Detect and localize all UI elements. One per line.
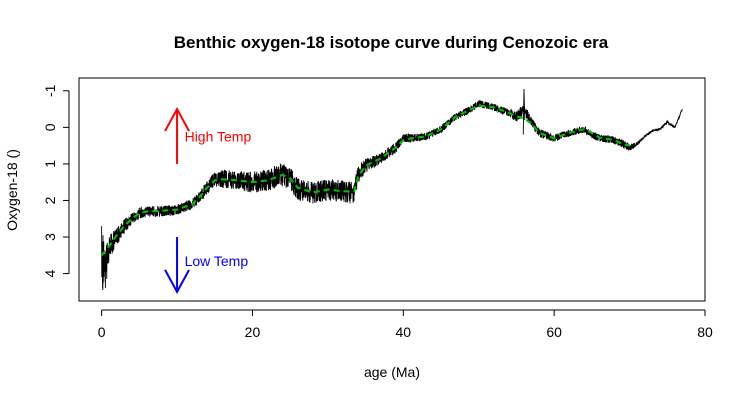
x-tick-label: 0: [98, 324, 106, 340]
y-axis-label: Oxygen-18 (): [4, 149, 20, 231]
y-tick-label: 0: [42, 123, 58, 131]
x-axis-label: age (Ma): [364, 364, 420, 380]
chart-title: Benthic oxygen-18 isotope curve during C…: [174, 33, 609, 52]
low-temp-label: Low Temp: [185, 253, 249, 269]
y-tick-label: -1: [42, 84, 58, 97]
y-tick-label: 4: [42, 269, 58, 277]
series-layer: [100, 88, 683, 291]
high-temp-label: High Temp: [185, 128, 252, 144]
smoothed-series: [100, 104, 630, 256]
y-tick-label: 2: [42, 196, 58, 204]
y-tick-label: 1: [42, 160, 58, 168]
y-tick-label: 3: [42, 233, 58, 241]
plot-frame: [78, 77, 706, 302]
x-tick-label: 60: [546, 324, 562, 340]
x-tick-label: 80: [697, 324, 713, 340]
annotation-layer: High Temp Low Temp: [164, 106, 252, 294]
low-temp-arrowhead: [164, 269, 190, 294]
axes: 0 20 40 60 80 -1 0 1 2 3 4: [42, 84, 713, 340]
high-temp-arrowhead: [164, 106, 190, 132]
x-tick-label: 20: [245, 324, 261, 340]
x-tick-label: 40: [396, 324, 412, 340]
